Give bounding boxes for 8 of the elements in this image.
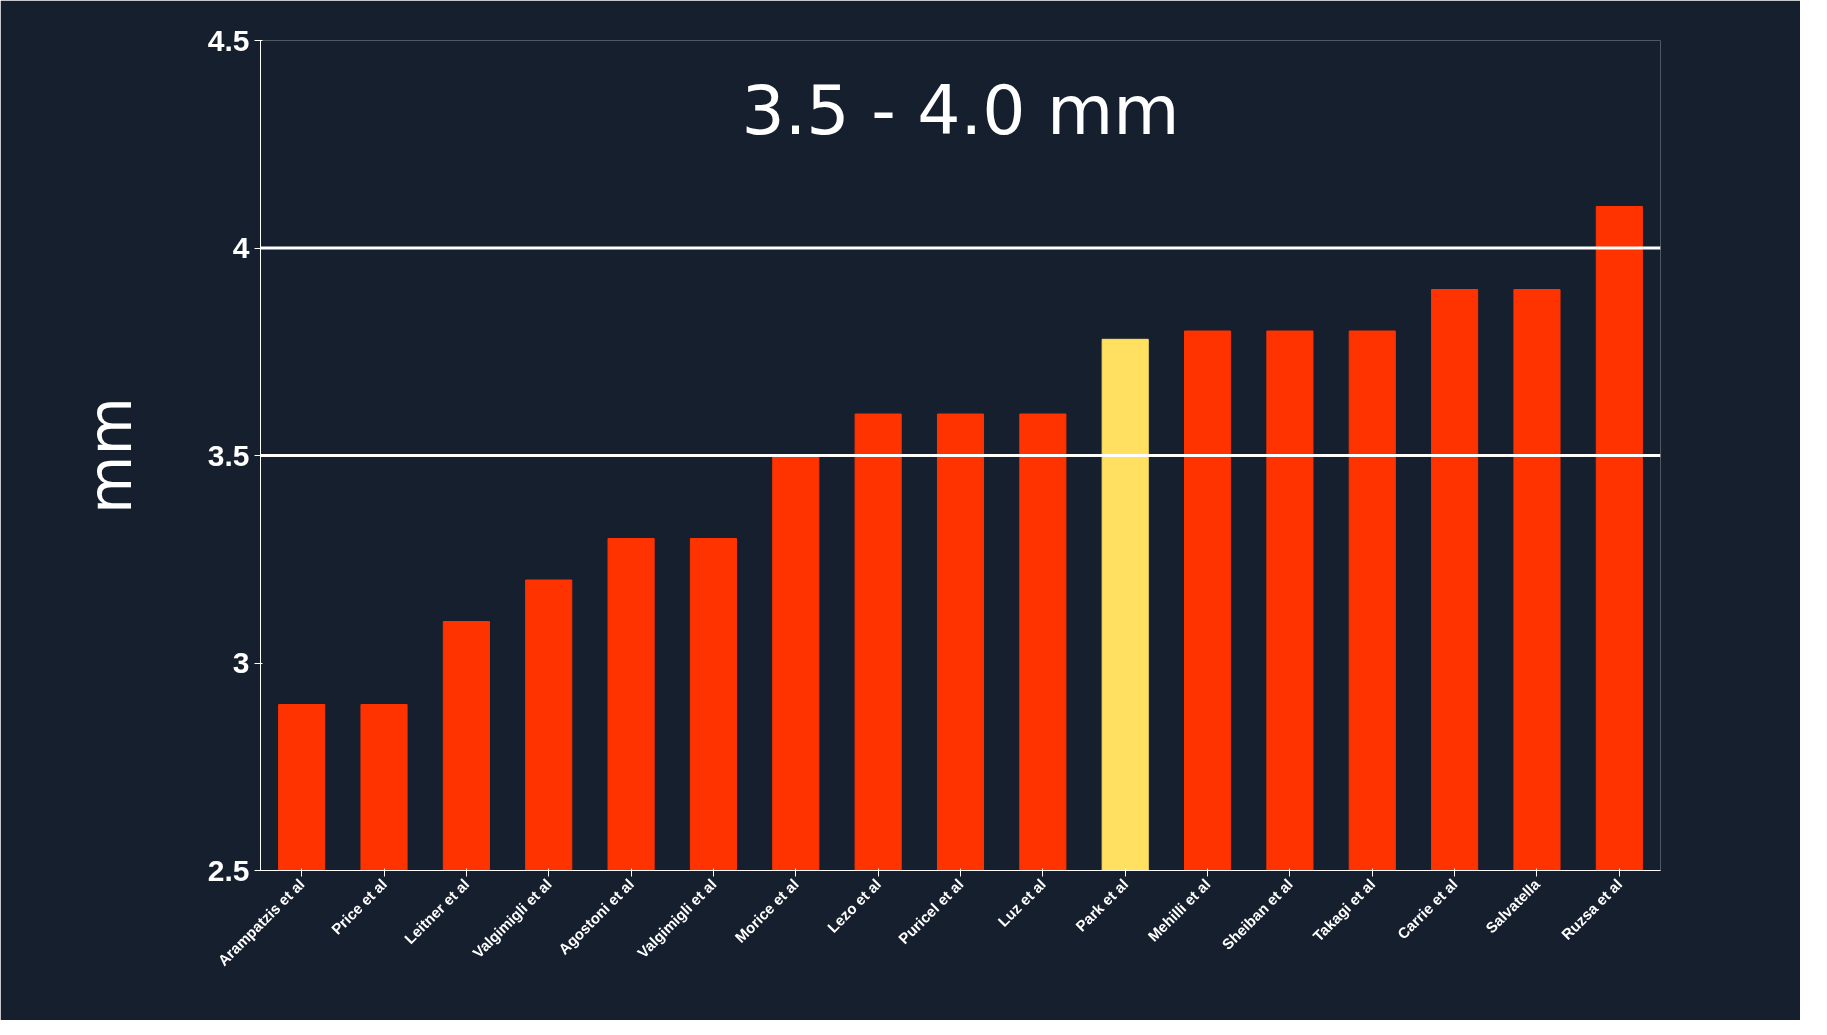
- y-axis-title: mm: [74, 397, 145, 514]
- y-tick-label: 2.5: [207, 853, 250, 887]
- y-tick-label: 4.5: [207, 23, 250, 57]
- x-tick-label: Luz et al: [994, 875, 1049, 930]
- y-tick-label: 4: [232, 231, 250, 264]
- y-tick-label: 3: [232, 646, 250, 679]
- text: 3.5 - 4.0 mm: [741, 70, 1180, 150]
- y-tick-label: 3.5: [207, 438, 250, 472]
